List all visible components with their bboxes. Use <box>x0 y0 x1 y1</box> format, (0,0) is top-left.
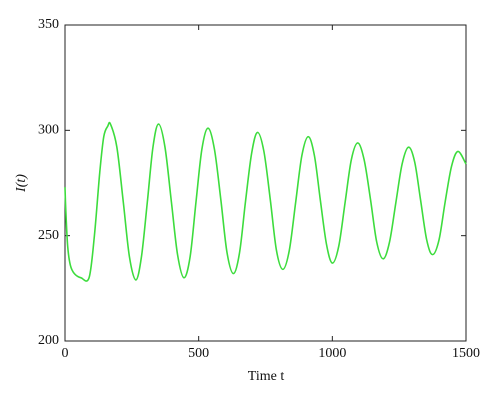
y-tick-label: 300 <box>38 123 59 138</box>
y-tick-label: 250 <box>38 228 59 243</box>
data-line <box>64 121 467 282</box>
x-tick-label: 1000 <box>318 346 346 361</box>
x-tick-label: 0 <box>62 346 69 361</box>
x-tick-label: 1500 <box>452 346 480 361</box>
x-tick-label: 500 <box>188 346 209 361</box>
y-tick-label: 350 <box>38 17 59 32</box>
plot-frame <box>64 24 467 342</box>
y-tick-label: 200 <box>38 333 59 348</box>
x-axis-label: Time t <box>248 369 285 384</box>
y-axis-label: I(t) <box>14 174 29 193</box>
